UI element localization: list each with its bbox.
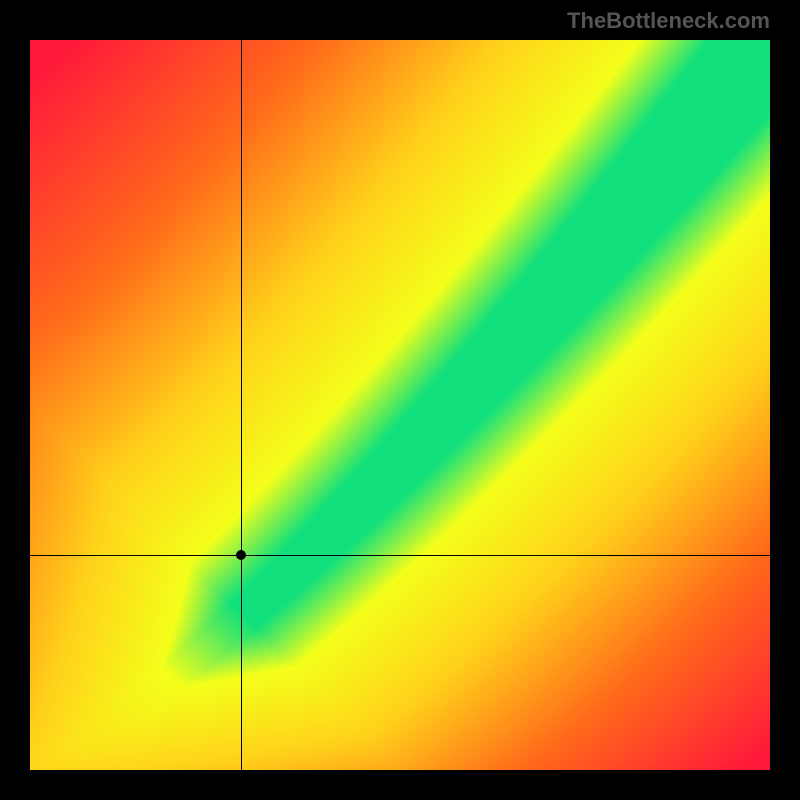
crosshair-marker xyxy=(236,550,246,560)
crosshair-vertical xyxy=(241,40,242,770)
watermark-text: TheBottleneck.com xyxy=(567,8,770,34)
heatmap-plot xyxy=(30,40,770,770)
crosshair-horizontal xyxy=(30,555,770,556)
heatmap-canvas xyxy=(30,40,770,770)
